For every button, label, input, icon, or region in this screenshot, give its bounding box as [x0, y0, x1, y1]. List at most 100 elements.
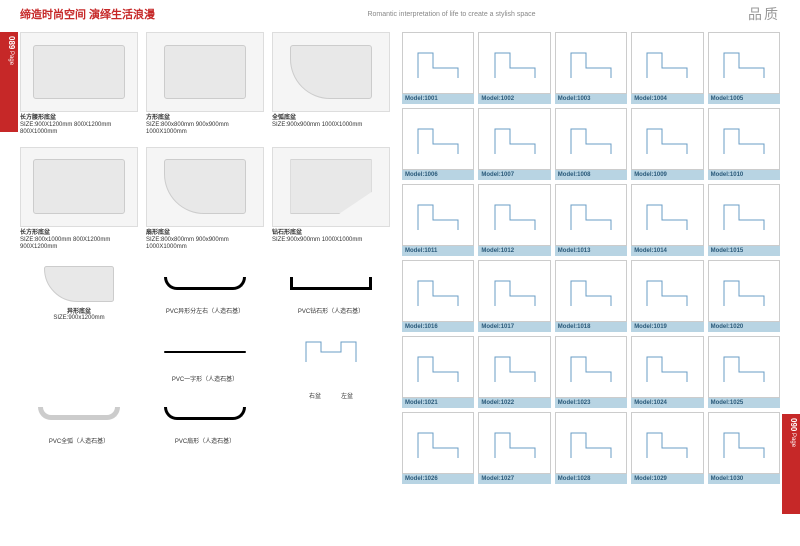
- accessory-image: [146, 261, 264, 306]
- profile-diagram: [631, 336, 703, 398]
- accessory-image: [146, 391, 264, 436]
- profile-model-label: Model:1010: [708, 170, 780, 180]
- profile-cell: Model:1015: [708, 184, 780, 256]
- profile-cell: Model:1027: [478, 412, 550, 484]
- profile-model-label: Model:1024: [631, 398, 703, 408]
- profile-cell: Model:1018: [555, 260, 627, 332]
- profile-model-label: Model:1001: [402, 94, 474, 104]
- profile-cell: Model:1010: [708, 108, 780, 180]
- page-header: 缔造时尚空间 演绎生活浪漫 Romantic interpretation of…: [0, 0, 800, 28]
- tray-label: 扇形底盆 SIZE:800x800mm 900x900mm 1000X1000m…: [146, 230, 264, 252]
- page-number-left: 089: [7, 36, 16, 49]
- accessory-cell: 异形底盆 SIZE:900x1200mm: [20, 261, 138, 321]
- profile-model-label: Model:1027: [478, 474, 550, 484]
- profile-diagram: [555, 184, 627, 246]
- accessory-label: 右盆 左盆: [272, 391, 390, 400]
- page-tab-right: 090 Page: [782, 414, 800, 514]
- profile-cell: Model:1004: [631, 32, 703, 104]
- profile-diagram: [555, 412, 627, 474]
- tray-label: 长方形底盆 SIZE:800x1000mm 800X1200mm 900X120…: [20, 230, 138, 252]
- profile-diagram: [708, 336, 780, 398]
- tray-cell: 扇形底盆 SIZE:800x800mm 900x900mm 1000X1000m…: [146, 147, 264, 252]
- tagline-english: Romantic interpretation of life to creat…: [367, 11, 535, 18]
- profile-model-label: Model:1003: [555, 94, 627, 104]
- profile-cell: Model:1028: [555, 412, 627, 484]
- profile-model-label: Model:1006: [402, 170, 474, 180]
- profile-cell: Model:1017: [478, 260, 550, 332]
- accessory-cell: PVC钻石形（人造石基）: [272, 261, 390, 321]
- brand-label: 品质: [748, 4, 780, 24]
- profile-cell: Model:1016: [402, 260, 474, 332]
- profile-model-label: Model:1021: [402, 398, 474, 408]
- profile-cell: Model:1019: [631, 260, 703, 332]
- profile-diagram: [478, 108, 550, 170]
- profile-cell: Model:1003: [555, 32, 627, 104]
- profile-diagram: [708, 108, 780, 170]
- tray-image: [272, 147, 390, 227]
- profile-diagram: [402, 260, 474, 322]
- profile-diagram: [555, 32, 627, 94]
- profile-diagram: [631, 108, 703, 170]
- profile-model-label: Model:1026: [402, 474, 474, 484]
- accessory-row-2: PVC一字形（人造石基）: [20, 329, 390, 383]
- profile-cell: Model:1007: [478, 108, 550, 180]
- tray-grid-row1: 长方腰形底盆 SIZE:900X1200mm 800X1200mm 800X10…: [20, 32, 390, 137]
- accessory-image: [20, 391, 138, 436]
- profile-diagram: [478, 412, 550, 474]
- profile-cell: Model:1005: [708, 32, 780, 104]
- tray-label: 全弧底盆 SIZE:900x900mm 1000X1000mm: [272, 115, 390, 129]
- profile-model-label: Model:1014: [631, 246, 703, 256]
- profile-cell: Model:1030: [708, 412, 780, 484]
- tray-cell: 长方形底盆 SIZE:800x1000mm 800X1200mm 900X120…: [20, 147, 138, 252]
- accessory-image: [146, 329, 264, 374]
- right-panel: Model:1001 Model:1002 Model:1003 Model:1004…: [402, 32, 780, 484]
- accessory-cell: [272, 329, 390, 383]
- page-label-right: Page: [790, 433, 796, 447]
- profile-diagram: [402, 412, 474, 474]
- profile-model-label: Model:1007: [478, 170, 550, 180]
- profile-diagram: [555, 108, 627, 170]
- profile-model-label: Model:1029: [631, 474, 703, 484]
- profile-cell: Model:1025: [708, 336, 780, 408]
- profile-diagram: [478, 336, 550, 398]
- profile-model-label: Model:1023: [555, 398, 627, 408]
- profile-diagram: [402, 32, 474, 94]
- profile-diagram: [708, 260, 780, 322]
- tray-image: [146, 32, 264, 112]
- page-number-right: 090: [789, 418, 798, 431]
- profile-model-label: Model:1011: [402, 246, 474, 256]
- accessory-label: PVC异形分左右（人造石基）: [146, 306, 264, 315]
- profile-diagram: [631, 32, 703, 94]
- profile-diagram: [555, 336, 627, 398]
- profile-icon: [301, 337, 361, 367]
- profile-diagram: [555, 260, 627, 322]
- accessory-label: 异形底盆 SIZE:900x1200mm: [20, 306, 138, 321]
- page-tab-left: 089 Page: [0, 32, 18, 132]
- profile-model-label: Model:1030: [708, 474, 780, 484]
- tray-image: [272, 32, 390, 112]
- accessory-cell: [20, 329, 138, 383]
- profile-cell: Model:1026: [402, 412, 474, 484]
- tray-label: 钻石形底盆 SIZE:900x900mm 1000X1000mm: [272, 230, 390, 244]
- left-panel: 长方腰形底盆 SIZE:900X1200mm 800X1200mm 800X10…: [20, 32, 390, 484]
- profile-diagram: [478, 184, 550, 246]
- tagline-chinese: 缔造时尚空间 演绎生活浪漫: [20, 6, 155, 22]
- profile-cell: Model:1024: [631, 336, 703, 408]
- profile-diagram: [478, 260, 550, 322]
- profile-cell: Model:1013: [555, 184, 627, 256]
- profile-diagram: [708, 184, 780, 246]
- accessory-image: [20, 261, 138, 306]
- profile-cell: Model:1023: [555, 336, 627, 408]
- tray-cell: 全弧底盆 SIZE:900x900mm 1000X1000mm: [272, 32, 390, 137]
- profile-cell: Model:1011: [402, 184, 474, 256]
- profile-cell: Model:1006: [402, 108, 474, 180]
- profile-cell: Model:1002: [478, 32, 550, 104]
- profile-cell: Model:1022: [478, 336, 550, 408]
- profile-cell: Model:1021: [402, 336, 474, 408]
- profile-diagram: [402, 184, 474, 246]
- accessory-cell: PVC扇形（人造石基）: [146, 391, 264, 445]
- profile-model-label: Model:1013: [555, 246, 627, 256]
- accessory-image: [272, 329, 390, 374]
- profile-cell: Model:1008: [555, 108, 627, 180]
- profile-model-label: Model:1028: [555, 474, 627, 484]
